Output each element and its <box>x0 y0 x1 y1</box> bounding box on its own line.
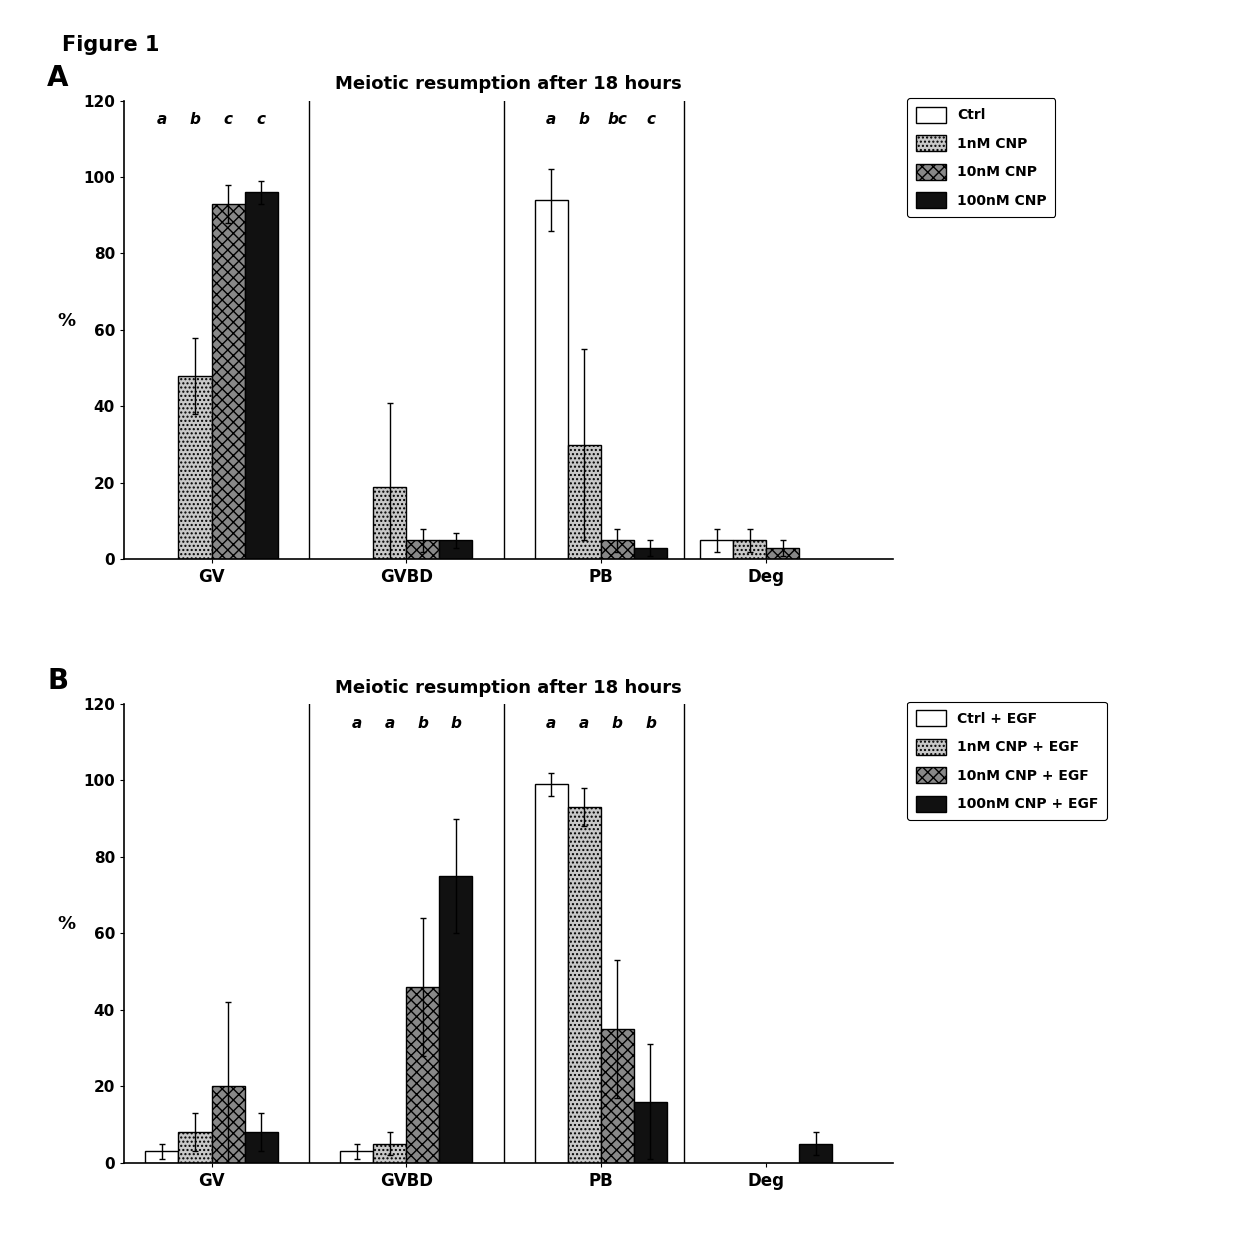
Text: a: a <box>579 715 589 730</box>
Bar <box>534 784 568 1163</box>
Bar <box>244 1133 278 1163</box>
Bar <box>634 1101 667 1163</box>
Bar <box>601 541 634 559</box>
Text: b: b <box>450 715 461 730</box>
Text: b: b <box>579 112 590 127</box>
Bar <box>212 204 244 559</box>
Bar <box>373 1144 407 1163</box>
Text: a: a <box>546 715 557 730</box>
Legend: Ctrl, 1nM CNP, 10nM CNP, 100nM CNP: Ctrl, 1nM CNP, 10nM CNP, 100nM CNP <box>908 98 1055 216</box>
Text: bc: bc <box>608 112 627 127</box>
Text: a: a <box>546 112 557 127</box>
Bar <box>179 376 212 559</box>
Bar <box>439 876 472 1163</box>
Bar <box>800 1144 832 1163</box>
Bar <box>145 1151 179 1163</box>
Text: c: c <box>257 112 265 127</box>
Text: b: b <box>190 112 201 127</box>
Title: Meiotic resumption after 18 hours: Meiotic resumption after 18 hours <box>335 679 682 696</box>
Text: Figure 1: Figure 1 <box>62 35 160 55</box>
Bar <box>212 1086 244 1163</box>
Text: a: a <box>351 715 362 730</box>
Bar <box>407 541 439 559</box>
Bar <box>701 541 733 559</box>
Bar <box>407 987 439 1163</box>
Text: B: B <box>47 667 68 695</box>
Text: A: A <box>47 64 68 92</box>
Bar <box>601 1029 634 1163</box>
Text: b: b <box>645 715 656 730</box>
Y-axis label: %: % <box>57 915 76 933</box>
Bar <box>634 548 667 559</box>
Bar <box>439 541 472 559</box>
Bar <box>568 807 601 1163</box>
Text: b: b <box>613 715 622 730</box>
Bar <box>733 541 766 559</box>
Y-axis label: %: % <box>57 312 76 329</box>
Text: c: c <box>646 112 655 127</box>
Bar <box>534 200 568 559</box>
Bar <box>373 486 407 559</box>
Bar <box>244 192 278 559</box>
Text: b: b <box>418 715 428 730</box>
Title: Meiotic resumption after 18 hours: Meiotic resumption after 18 hours <box>335 75 682 93</box>
Text: a: a <box>156 112 167 127</box>
Text: a: a <box>384 715 394 730</box>
Bar <box>568 445 601 559</box>
Legend: Ctrl + EGF, 1nM CNP + EGF, 10nM CNP + EGF, 100nM CNP + EGF: Ctrl + EGF, 1nM CNP + EGF, 10nM CNP + EG… <box>908 701 1107 820</box>
Bar <box>766 548 800 559</box>
Text: c: c <box>223 112 233 127</box>
Bar <box>340 1151 373 1163</box>
Bar <box>179 1133 212 1163</box>
